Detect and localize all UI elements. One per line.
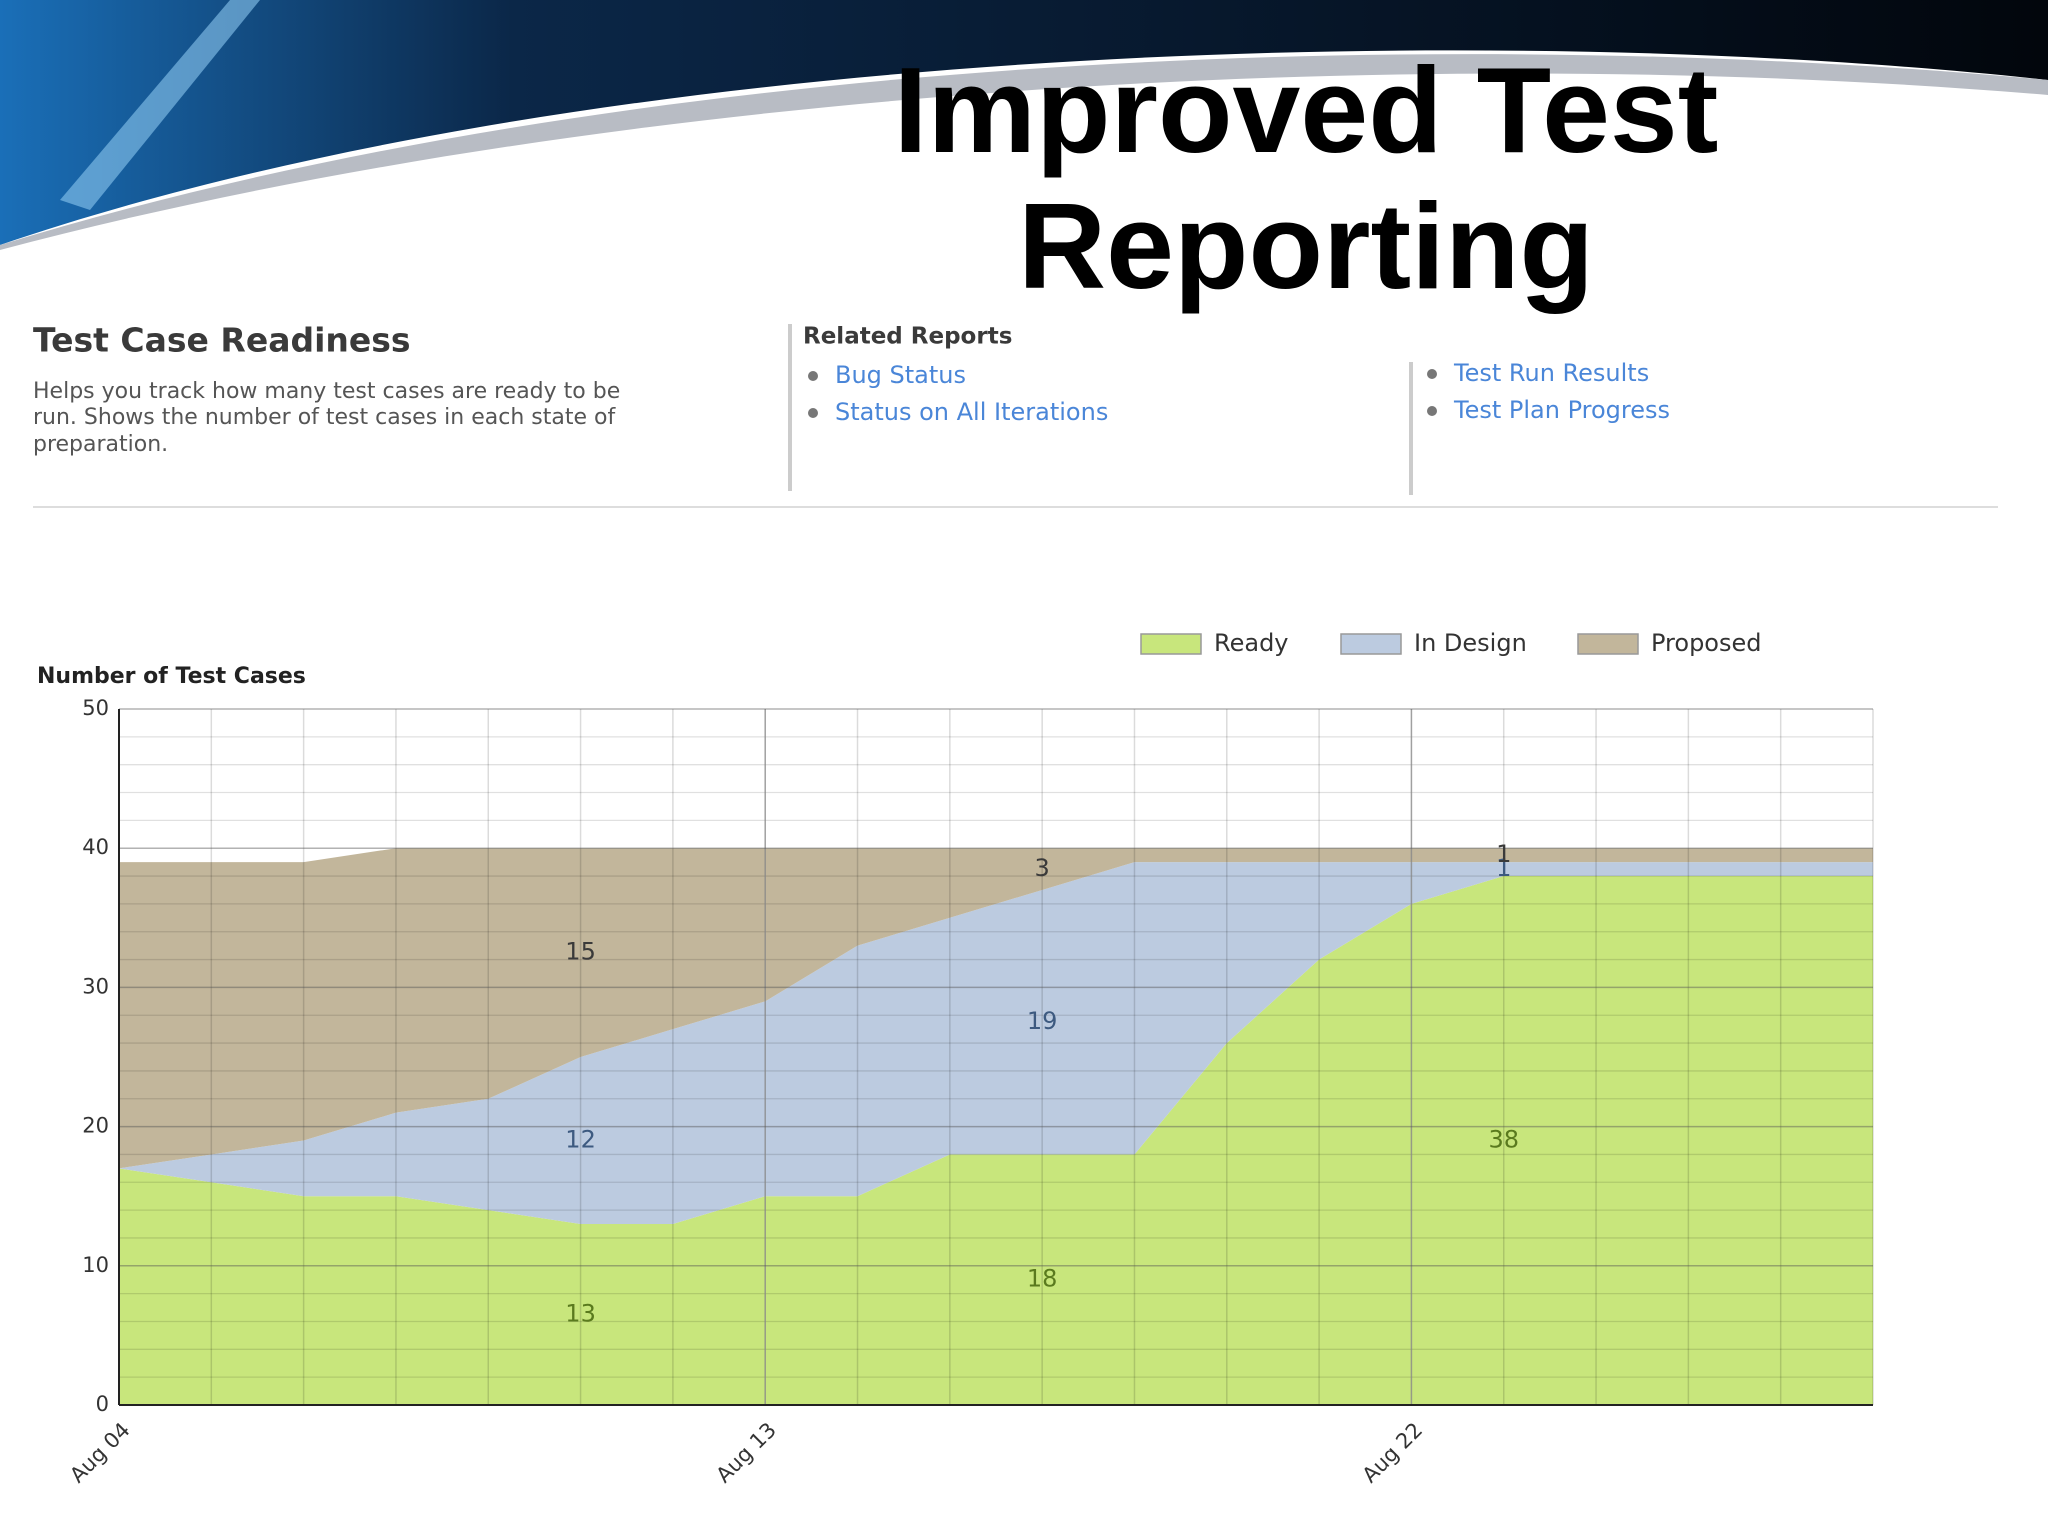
bullet — [1427, 369, 1437, 379]
bullet — [1427, 406, 1437, 416]
legend-swatch — [1140, 633, 1202, 655]
bullet — [808, 408, 818, 418]
y-tick-label: 10 — [82, 1253, 109, 1277]
related-title: Related Reports — [803, 324, 1012, 350]
report-title: Test Case Readiness — [33, 321, 411, 360]
data-label: 3 — [1035, 854, 1050, 882]
report-link[interactable]: Status on All Iterations — [835, 398, 1108, 426]
y-tick-label: 20 — [82, 1114, 109, 1138]
data-label: 12 — [565, 1126, 596, 1154]
x-tick-label: Aug 22 — [1358, 1418, 1428, 1488]
report-description: preparation. — [33, 432, 168, 457]
area — [119, 862, 1873, 1225]
header-highlight — [0, 54, 2048, 250]
header-streak — [60, 0, 260, 210]
x-tick-label: Aug 04 — [65, 1418, 135, 1488]
report-link[interactable]: Test Run Results — [1453, 359, 1649, 387]
area — [119, 848, 1873, 1169]
report-link[interactable]: Test Plan Progress — [1453, 396, 1670, 424]
legend-label: In Design — [1414, 629, 1527, 657]
data-label: 13 — [565, 1300, 596, 1328]
area — [119, 876, 1873, 1405]
y-axis-title: Number of Test Cases — [37, 664, 306, 689]
legend-swatch — [1577, 633, 1639, 655]
y-tick-label: 40 — [82, 835, 109, 859]
report-description: run. Shows the number of test cases in e… — [33, 405, 616, 430]
data-label: 1 — [1496, 840, 1511, 868]
report-link[interactable]: Bug Status — [835, 361, 966, 389]
y-tick-label: 30 — [82, 974, 109, 998]
legend-label: Proposed — [1651, 629, 1762, 657]
data-label: 1 — [1496, 854, 1511, 882]
report-description: Helps you track how many test cases are … — [33, 379, 620, 404]
header-swoosh — [0, 0, 2048, 245]
x-tick-label: Aug 13 — [711, 1418, 781, 1488]
data-label: 38 — [1488, 1126, 1519, 1154]
data-label: 19 — [1027, 1007, 1058, 1035]
legend-label: Ready — [1214, 629, 1289, 657]
y-tick-label: 0 — [96, 1392, 109, 1416]
data-label: 18 — [1027, 1265, 1058, 1293]
slide-title: Reporting — [1018, 178, 1594, 314]
y-tick-label: 50 — [82, 696, 109, 720]
slide-title: Improved Test — [894, 42, 1719, 178]
bullet — [808, 371, 818, 381]
data-label: 15 — [565, 938, 596, 966]
legend-swatch — [1340, 633, 1402, 655]
